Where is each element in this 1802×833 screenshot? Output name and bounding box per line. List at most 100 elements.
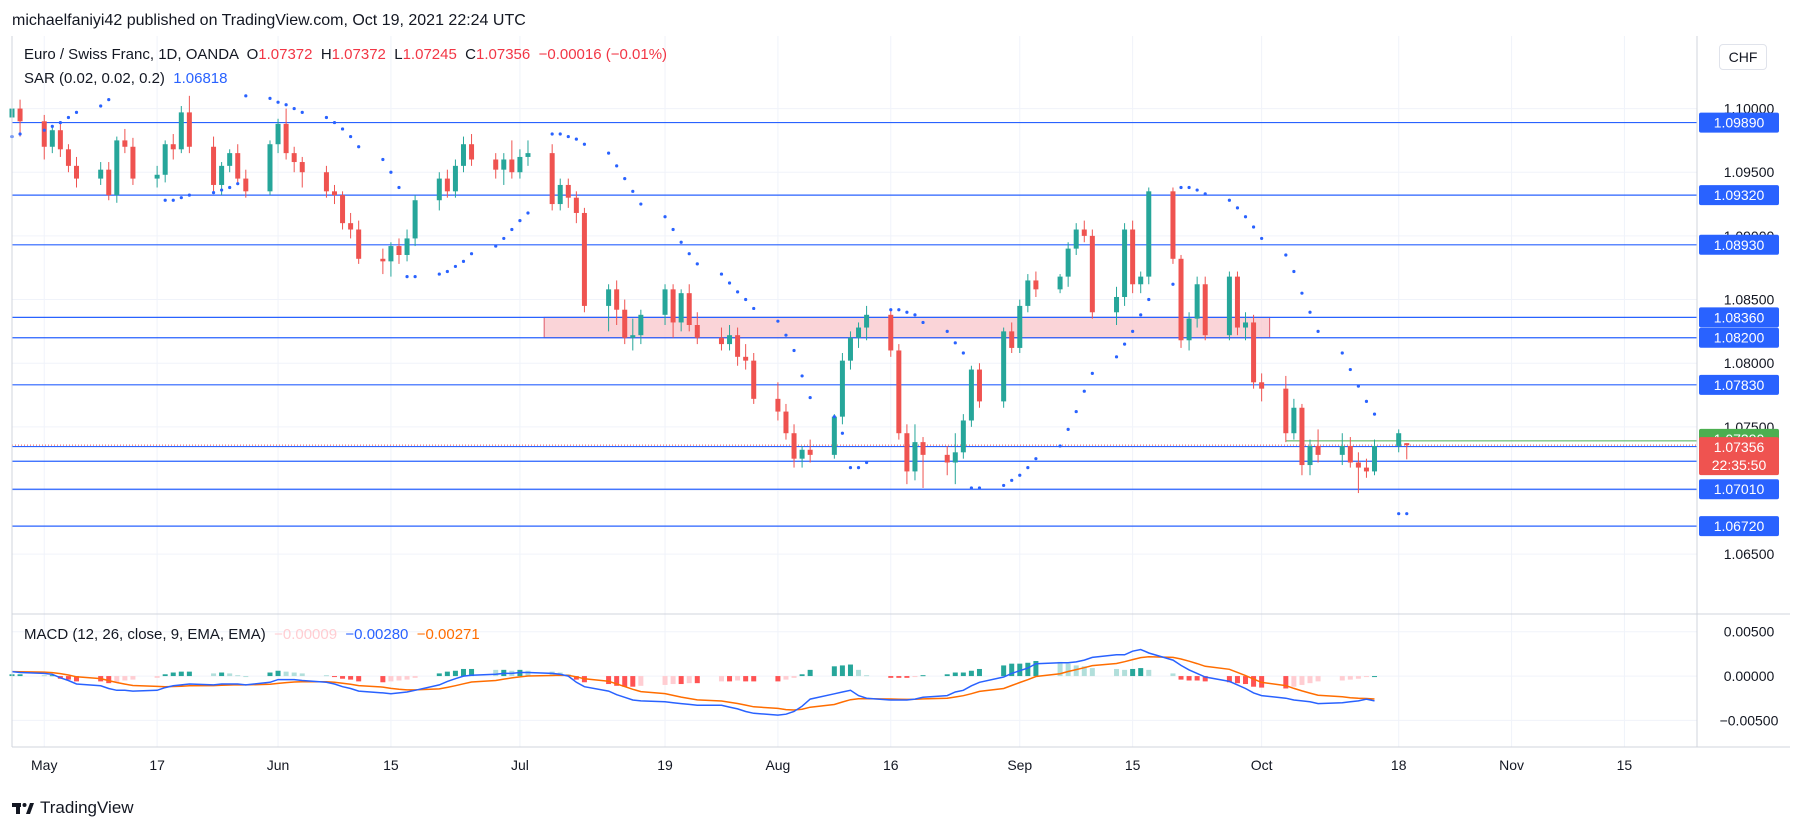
candle-body [662,289,668,315]
macd-hist-bar [122,676,128,681]
macd-hist-bar [1307,676,1313,684]
macd-hist-bar [1283,676,1289,689]
macd-hist-bar [1251,676,1257,687]
sar-dot [42,128,46,132]
candle-body [219,165,225,185]
candle-body [1122,229,1128,297]
candle-body [952,452,958,463]
chart-canvas[interactable]: May 17 Jun 15 Jul 19 Aug 16 Sep 15 Oct 18 Nov 15 1.100… [0,36,1802,796]
macd-hist-bar [606,676,612,685]
candle-body [856,327,862,338]
sar-dot [792,348,796,353]
candle-body [1339,445,1345,455]
low-value: 1.07245 [402,46,457,63]
sar-dot [695,262,699,266]
macd-hist-bar [856,669,862,677]
candle-body [396,246,402,255]
candle-body [1178,258,1184,341]
sar-dot [550,132,554,136]
macd-hist-bar [783,676,789,680]
candle-body [1001,331,1007,402]
candle-body [1138,276,1144,285]
sar-dot [864,460,869,465]
macd-hist-bar [348,676,354,680]
level-label-box [1699,327,1779,348]
candle-body [968,369,974,421]
candle-body [41,121,47,147]
macd-hist-bar [888,676,894,678]
macd-hist-bar [638,676,644,686]
macd-hist-bar [412,676,418,678]
macd-legend: MACD (12, 26, close, 9, EMA, EMA) −0.000… [24,626,480,643]
sar-dot [1187,185,1191,190]
candle-body [904,433,910,472]
candle-body [807,449,813,455]
candle-body [622,309,628,338]
candle-body [404,238,410,255]
macd-line-value: −0.00280 [345,626,409,643]
macd-hist-bar [227,673,233,677]
sar-dot [1058,444,1062,448]
candle-body [565,184,571,198]
sar-dot [719,272,724,276]
sar-dot [220,188,224,192]
macd-hist-bar [1194,676,1200,681]
candle-body [630,335,636,338]
sar-dot [518,219,522,223]
horizontal-levels [12,121,1697,527]
candle-body [864,314,870,328]
macd-hist-bar [1025,662,1031,677]
macd-hist-bar [323,675,329,677]
sar-dot [1147,297,1151,302]
high-value: 1.07372 [331,46,386,63]
sar-dot [905,310,909,314]
level-label: 1.08360 [1714,309,1765,325]
sar-dot [340,127,345,131]
sar-dot [1026,465,1030,470]
sar-dot [856,465,861,470]
macd-hist-bar [807,669,813,677]
candle-body [291,153,297,163]
time-tick-label: 15 [1125,757,1141,773]
macd-hist-bar [1363,676,1369,678]
sar-dot [1316,329,1320,333]
sar-dot [453,264,458,269]
candle-body [154,174,160,179]
macd-hist-bar [630,676,636,687]
candle-body [356,229,362,259]
candle-body [114,140,120,196]
level-label: 1.07830 [1714,377,1765,393]
candle-body [444,178,450,192]
sar-dot [324,115,329,120]
macd-hist-bar [1065,663,1071,677]
candle-body [1081,229,1087,236]
level-label: 1.09320 [1714,187,1765,203]
candle-body [275,123,281,145]
macd-hist-bar [614,676,620,686]
sar-dot [445,269,449,274]
candle-body [1009,331,1015,348]
candle-body [1025,280,1031,306]
candle-body [1033,280,1039,290]
candle-body [1146,191,1152,277]
level-label: 1.08200 [1714,330,1765,346]
candle-body [1396,433,1402,446]
candlesticks [9,95,1410,494]
candle-body [170,144,176,150]
sar-dot [381,157,385,162]
last-price-label: 1.07356 [1714,439,1765,455]
macd-hist-bar [791,676,797,678]
sar-dot [461,259,466,263]
candle-body [686,293,692,325]
macd-hist-value: −0.00009 [274,626,338,643]
candle-body [1251,322,1257,383]
candle-body [17,108,23,122]
macd-hist-bar [839,665,845,677]
sar-dot [244,94,248,98]
sar-dot [228,185,232,190]
candle-body [122,140,128,147]
currency-button[interactable]: CHF [1719,44,1767,70]
sar-dot [663,215,667,219]
candle-body [243,178,249,192]
sar-dot [1131,329,1135,333]
